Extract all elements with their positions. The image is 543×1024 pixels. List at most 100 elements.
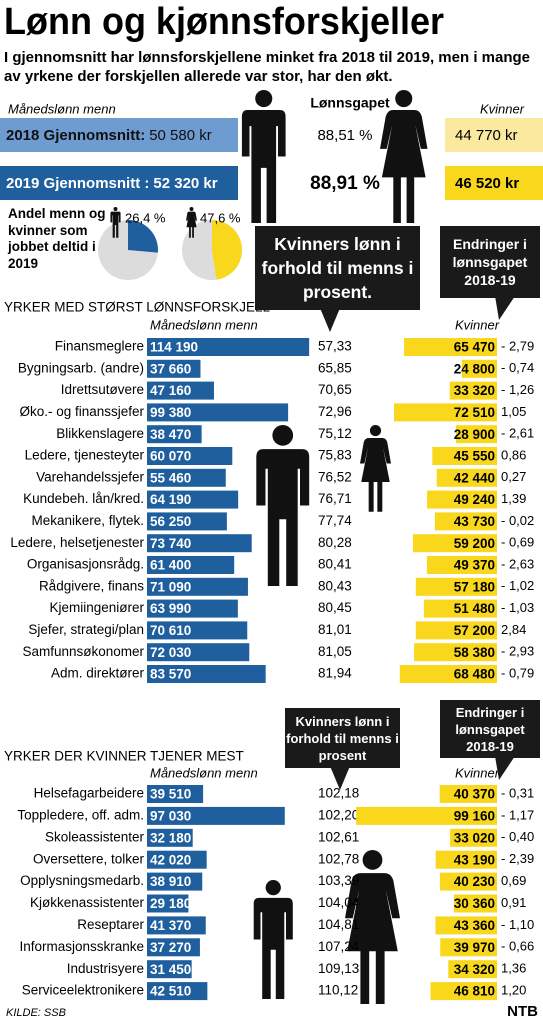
women-bar [426,556,497,574]
women-bar [430,982,497,1001]
men-value: 114 190 [150,340,198,355]
change: - 1,03 [501,600,534,615]
women-value: 45 550 [454,449,495,464]
women-value: 24 800 [454,361,495,376]
change: - 0,40 [501,829,534,844]
occupation: Bygningsarb. (andre) [18,360,144,375]
women-value: 57 200 [454,623,495,638]
change: - 1,26 [501,382,534,397]
men-value: 63 990 [150,601,191,616]
men-bar [147,447,233,465]
women-box [445,166,543,200]
men-value: 29 180 [150,896,191,911]
ratio: 102,78 [318,851,359,866]
men-bar [147,938,200,957]
ratio: 72,96 [318,404,352,419]
women-bar [439,785,497,803]
men-bar [147,381,214,400]
men-box [0,166,238,200]
ratio: 81,94 [318,666,352,681]
men-value: 73 740 [150,536,191,551]
ratio: 109,13 [318,961,359,976]
men-bar [147,577,248,596]
men-value: 41 370 [150,918,191,933]
men-part-time-label: 26,4 % [125,210,166,225]
men-value: 99 380 [150,405,191,420]
logo: NTB [507,1003,538,1020]
woman-icon [186,207,197,238]
men-bar [147,556,235,574]
ratio: 80,28 [318,535,352,550]
women-bar [415,621,497,640]
men-value: 71 090 [150,579,191,594]
men-bar [147,894,189,913]
man-icon [256,425,310,586]
ratio: 76,71 [318,491,352,506]
men-value: 39 510 [150,787,191,802]
ratio: 65,85 [318,360,352,375]
men-bar [147,806,285,825]
men-bar [147,621,248,640]
women-bar [435,850,497,869]
women-value: 34 320 [454,962,495,977]
men-value: 37 270 [150,940,191,955]
icon-head [362,850,383,870]
occupation: Industrisyere [67,961,144,976]
women-value: 43 360 [454,918,495,933]
ratio: 57,33 [318,339,352,354]
subtitle: I gjennomsnitt har lønnsforskjellene min… [4,49,530,85]
men-bar [147,785,204,803]
women-bar [461,359,497,378]
women-value: 57 180 [454,579,495,594]
men-value: 97 030 [150,808,191,823]
women-value: 43 730 [454,514,495,529]
occupation: Organisasjonsrådg. [27,557,144,572]
men-bar [147,872,203,891]
ratio: 104,81 [318,917,359,932]
icon-body [345,873,400,1004]
occupation: Kundebeh. lån/kred. [23,491,144,506]
men-value: 37 660 [150,361,191,376]
men-bar [147,828,193,847]
callout: Endringer i lønnsgapet 2018-19 [440,226,540,298]
women-bar [404,338,497,356]
men-bar [147,534,252,553]
occupation: Sjefer, strategi/plan [28,622,144,637]
women-value: 99 160 [454,808,495,823]
section-title: YRKER MED STØRST LØNNSFORSKJELL [4,300,271,315]
title: Lønn og kjønnsforskjeller [4,1,444,43]
icon-head [395,90,413,108]
men-bar [147,403,289,422]
change: 0,86 [501,447,526,462]
men-bar [147,665,266,683]
men-bar [147,425,202,444]
man-icon [253,880,293,999]
women-value: 33 320 [454,383,495,398]
change: 0,69 [501,873,526,888]
occupation: Reseptarer [77,917,144,932]
icon-head [369,425,382,437]
men-value: 64 190 [150,492,191,507]
occupation: Rådgivere, finans [39,578,144,593]
man-icon [241,90,286,223]
change: - 0,66 [501,939,534,954]
change: - 1,10 [501,917,534,932]
women-bar [434,512,497,531]
men-box [0,118,238,152]
change: 1,36 [501,961,526,976]
women-bar [432,447,497,465]
ratio: 80,43 [318,578,352,593]
ratio: 80,41 [318,557,352,572]
women-bar [439,872,497,891]
change: 0,27 [501,469,526,484]
ratio: 80,45 [318,600,352,615]
change: - 0,02 [501,513,534,528]
women-bar [427,490,497,509]
ratio: 75,83 [318,448,352,463]
change: - 2,63 [501,556,534,571]
ratio: 81,01 [318,622,352,637]
change: 0,91 [501,895,526,910]
women-bar [448,960,497,979]
change: - 2,61 [501,426,534,441]
